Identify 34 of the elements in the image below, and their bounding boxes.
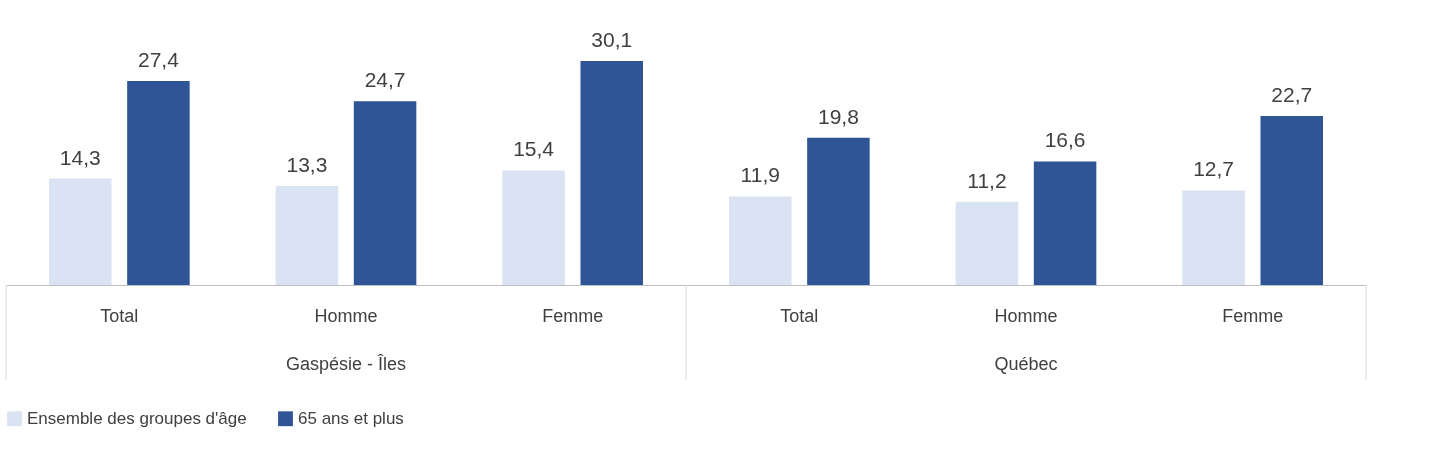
data-label: 22,7 [1271,83,1313,107]
x-tick-label: Homme [994,305,1058,326]
x-tick-label: Total [100,305,139,326]
legend-label: 65 ans et plus [298,408,404,428]
bar [728,196,792,285]
bar [1260,116,1324,285]
text: Gaspésie - Îles [285,354,407,374]
bar [580,61,644,285]
data-label: 11,9 [740,163,780,187]
bar [1182,190,1245,285]
x-tick-label: Femme [1222,305,1284,326]
data-label: 16,6 [1044,128,1086,152]
bar [1033,161,1097,285]
data-label: 13,3 [286,153,328,177]
data-label: 15,4 [513,137,555,161]
data-label: 14,3 [59,145,101,169]
data-label: 30,1 [591,28,633,51]
bar [127,81,190,285]
data-label: 11,2 [967,168,1007,192]
bar [353,101,417,285]
text: Québec [994,354,1058,374]
legend-label: Ensemble des groupes d'âge [27,408,247,428]
data-label: 12,7 [1193,157,1235,181]
x-tick-label: Total [780,305,819,326]
data-label: 27,4 [137,48,180,72]
bar [955,201,1019,285]
x-tick-label: Femme [542,305,604,326]
bar [502,170,565,285]
bar [807,137,870,285]
x-tick-label: Homme [314,305,378,326]
data-label: 24,7 [364,68,406,92]
data-label: 19,8 [817,104,859,128]
bar [275,186,339,285]
bar [48,178,112,285]
